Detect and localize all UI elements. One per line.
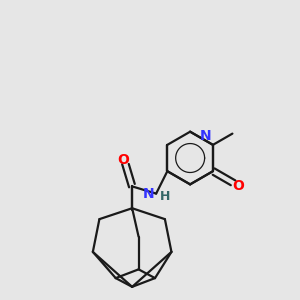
Text: N: N [143,187,154,201]
Text: O: O [118,153,130,166]
Text: O: O [232,178,244,193]
Text: N: N [200,129,211,143]
Text: H: H [160,190,170,203]
